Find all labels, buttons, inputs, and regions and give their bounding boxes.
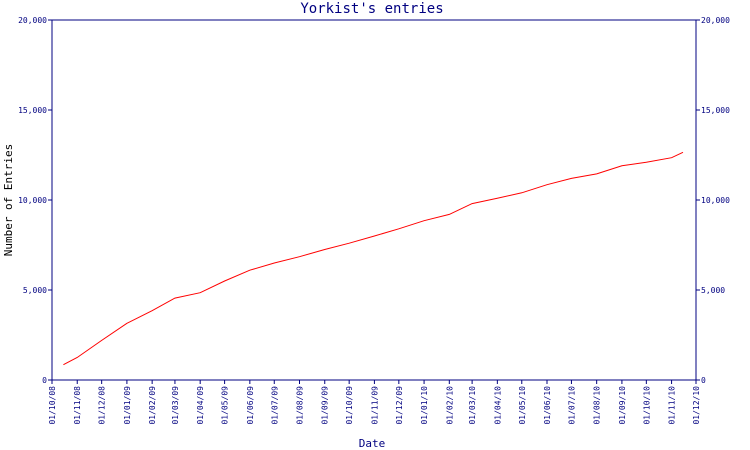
x-tick-label: 01/06/10 — [543, 386, 552, 425]
x-tick-label: 01/12/10 — [692, 386, 701, 425]
x-tick-label: 01/09/10 — [618, 386, 627, 425]
x-tick-label: 01/03/10 — [468, 386, 477, 425]
y-tick-label-right: 0 — [701, 376, 706, 385]
y-tick-label: 5,000 — [23, 286, 47, 295]
x-tick-label: 01/04/10 — [493, 386, 502, 425]
x-tick-label: 01/01/10 — [420, 386, 429, 425]
x-axis-label: Date — [359, 437, 386, 450]
x-tick-label: 01/02/10 — [445, 386, 454, 425]
y-axis-left: 0 5,000 10,000 15,000 20,000 — [18, 16, 52, 385]
series-line — [63, 151, 684, 366]
x-tick-label: 01/01/09 — [123, 386, 132, 425]
y-tick-label: 15,000 — [18, 106, 47, 115]
y-tick-label-right: 15,000 — [701, 106, 730, 115]
x-axis: 01/10/08 01/11/08 01/12/08 01/01/09 01/02/09… — [48, 380, 701, 425]
x-tick-label: 01/10/08 — [48, 386, 57, 425]
chart-title: Yorkist's entries — [300, 1, 443, 17]
x-tick-label: 01/11/09 — [370, 386, 379, 425]
x-tick-label: 01/08/09 — [296, 386, 305, 425]
x-tick-label: 01/12/09 — [395, 386, 404, 425]
x-tick-label: 01/04/09 — [196, 386, 205, 425]
x-tick-label: 01/07/10 — [567, 386, 576, 425]
x-tick-label: 01/11/10 — [668, 386, 677, 425]
y-tick-label-right: 10,000 — [701, 196, 730, 205]
x-tick-label: 01/06/09 — [246, 386, 255, 425]
x-tick-label: 01/02/09 — [148, 386, 157, 425]
x-tick-label: 01/05/09 — [221, 386, 230, 425]
y-tick-label-right: 5,000 — [701, 286, 725, 295]
x-tick-label: 01/10/09 — [345, 386, 354, 425]
y-tick-label: 10,000 — [18, 196, 47, 205]
x-tick-label: 01/09/09 — [321, 386, 330, 425]
plot-frame — [51, 19, 697, 381]
x-tick-label: 01/12/08 — [98, 386, 107, 425]
y-axis-label: Number of Entries — [2, 144, 15, 257]
x-tick-label: 01/11/08 — [73, 386, 82, 425]
x-tick-label: 01/05/10 — [518, 386, 527, 425]
y-tick-label: 0 — [42, 376, 47, 385]
x-tick-label: 01/03/09 — [171, 386, 180, 425]
x-tick-label: 01/07/09 — [270, 386, 279, 425]
x-tick-label: 01/08/10 — [593, 386, 602, 425]
x-tick-label: 01/10/10 — [642, 386, 651, 425]
y-axis-right: 0 5,000 10,000 15,000 20,000 — [696, 16, 730, 385]
y-tick-label: 20,000 — [18, 16, 47, 25]
y-tick-label-right: 20,000 — [701, 16, 730, 25]
